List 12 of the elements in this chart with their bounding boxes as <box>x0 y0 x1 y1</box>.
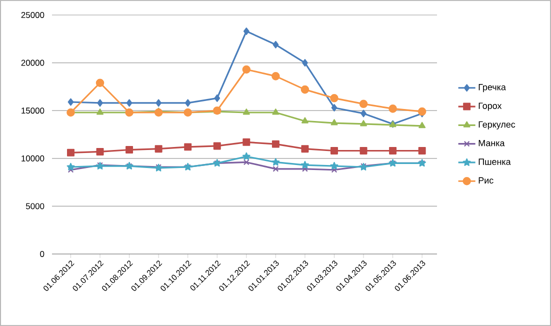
legend-label: Манка <box>478 140 505 146</box>
legend-label: Рис <box>478 177 494 184</box>
y-tick-label: 25000 <box>21 12 44 18</box>
y-tick-label: 15000 <box>22 108 44 114</box>
y-tick-label: 5000 <box>26 203 44 210</box>
legend-label: Геркулес <box>478 121 516 130</box>
legend-label: Горох <box>478 102 502 111</box>
legend-label: Пшенка <box>478 158 511 165</box>
y-tick-label: 20000 <box>21 60 44 66</box>
y-tick-label: 10000 <box>22 155 44 162</box>
y-tick-label: 0 <box>40 251 44 257</box>
legend-label: Гречка <box>478 84 506 92</box>
